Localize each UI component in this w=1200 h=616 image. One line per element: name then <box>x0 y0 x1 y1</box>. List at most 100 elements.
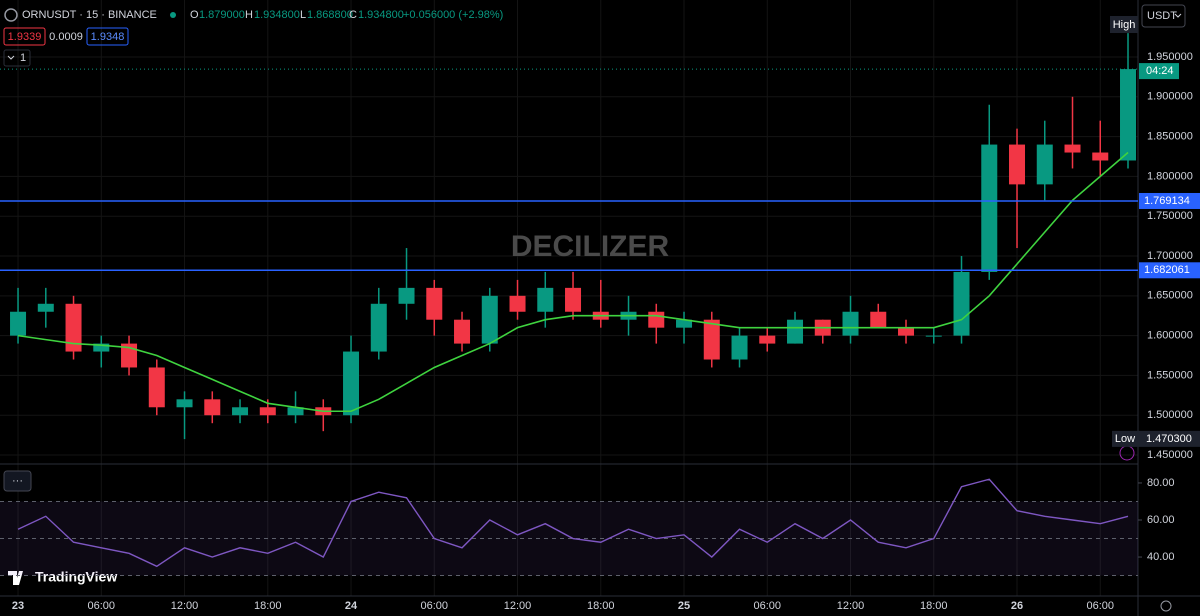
x-tick-label: 12:00 <box>504 600 532 612</box>
candle-body <box>1009 144 1026 185</box>
countdown: 04:24 <box>1146 65 1174 77</box>
rsi-line <box>17 478 1129 568</box>
y-tick-label: 1.800000 <box>1147 170 1193 182</box>
legend-o: O <box>190 9 199 21</box>
candle-body <box>454 319 471 344</box>
candle-body <box>481 295 498 344</box>
chevron <box>7 55 15 60</box>
candle-body <box>398 287 415 304</box>
legend-l: L <box>300 9 306 21</box>
x-tick-label: 18:00 <box>920 600 948 612</box>
candle-body <box>842 311 859 336</box>
y-tick-label: 1.700000 <box>1147 250 1193 262</box>
candle-body <box>537 287 554 312</box>
x-tick-label: 06:00 <box>88 600 116 612</box>
candle-body <box>10 311 27 336</box>
candle-body <box>870 311 887 328</box>
candle-body <box>509 295 526 312</box>
moving-average <box>17 151 1129 413</box>
brand-logo <box>8 571 23 585</box>
candle-body <box>648 311 665 328</box>
y-tick-label: 1.850000 <box>1147 131 1193 143</box>
candle-body <box>1120 69 1137 161</box>
legend-high: 1.934800 <box>254 9 300 21</box>
market-status <box>170 12 176 18</box>
y-tick-label: 1.900000 <box>1147 91 1193 103</box>
candle-body <box>370 303 387 352</box>
x-tick-label: 06:00 <box>1086 600 1114 612</box>
candle-body <box>703 319 720 360</box>
candle-body <box>121 343 138 368</box>
candle-body <box>1064 144 1081 153</box>
y-tick-label: 1.950000 <box>1147 51 1193 63</box>
brand: TradingView <box>35 569 117 585</box>
x-tick-label: 24 <box>345 600 358 612</box>
x-tick-label: 12:00 <box>171 600 199 612</box>
candle-body <box>232 407 249 416</box>
low-value: 1.470300 <box>1146 433 1192 445</box>
candle-body <box>37 303 54 312</box>
candle-body <box>925 335 942 337</box>
rsi-tick-label: 60.00 <box>1147 514 1175 526</box>
legend-change: +0.056000 (+2.98%) <box>403 9 503 21</box>
legend-open: 1.879000 <box>199 9 245 21</box>
x-tick-label: 06:00 <box>754 600 782 612</box>
candle-body <box>343 351 360 416</box>
ask-box[interactable] <box>86 27 129 46</box>
candle-body <box>1036 144 1053 185</box>
x-tick-label: 18:00 <box>254 600 282 612</box>
candle-body <box>759 335 776 344</box>
y-tick-label: 1.500000 <box>1147 409 1193 421</box>
candle-body <box>898 327 915 336</box>
candle-body <box>787 319 804 344</box>
legend-c: C <box>349 9 357 21</box>
y-tick-label: 1.450000 <box>1147 449 1193 461</box>
spread: 0.0009 <box>49 31 83 43</box>
candle-body <box>65 303 82 352</box>
y-tick-label: 1.650000 <box>1147 290 1193 302</box>
rsi-tick-label: 80.00 <box>1147 477 1175 489</box>
candle-body <box>204 399 221 416</box>
candle-body <box>731 335 748 360</box>
bid-box[interactable] <box>3 27 46 46</box>
low-value-tag <box>1139 430 1200 447</box>
bid: 1.9339 <box>8 31 42 43</box>
candle-body <box>565 287 582 312</box>
indicator-toggle[interactable] <box>3 49 31 67</box>
level-tag <box>1139 192 1200 209</box>
watermark: DECILIZER <box>511 230 670 263</box>
level-label: 1.682061 <box>1144 264 1190 276</box>
legend-close: 1.934800 <box>358 9 404 21</box>
pane-menu[interactable] <box>3 470 32 492</box>
currency-select[interactable] <box>1141 4 1186 28</box>
y-tick-label: 1.750000 <box>1147 210 1193 222</box>
chevron <box>1174 13 1182 18</box>
low-tag <box>1112 430 1139 447</box>
x-tick-label: 23 <box>12 600 24 612</box>
legend-h: H <box>245 9 253 21</box>
countdown-tag <box>1139 63 1179 80</box>
settings-icon[interactable] <box>1160 600 1172 612</box>
candle-body <box>981 144 998 272</box>
high-marker: High <box>1113 19 1136 31</box>
ask: 1.9348 <box>91 31 125 43</box>
candle-body <box>953 271 970 336</box>
pane-menu-dots: ··· <box>12 475 23 487</box>
candle-body <box>176 399 193 408</box>
x-tick-label: 26 <box>1011 600 1023 612</box>
y-tick-label: 1.550000 <box>1147 369 1193 381</box>
symbol-icon <box>4 8 18 22</box>
y-tick-label: 1.600000 <box>1147 330 1193 342</box>
x-tick-label: 12:00 <box>837 600 865 612</box>
low-marker: Low <box>1115 433 1135 445</box>
indicator-count: 1 <box>20 52 26 64</box>
currency: USDT <box>1147 10 1177 22</box>
candle-body <box>287 407 304 416</box>
candle-body <box>93 343 110 352</box>
candle-body <box>676 319 693 328</box>
candle-body <box>148 367 165 408</box>
legend-low: 1.868800 <box>307 9 353 21</box>
rsi-tick-label: 40.00 <box>1147 551 1175 563</box>
candle-body <box>259 407 276 416</box>
